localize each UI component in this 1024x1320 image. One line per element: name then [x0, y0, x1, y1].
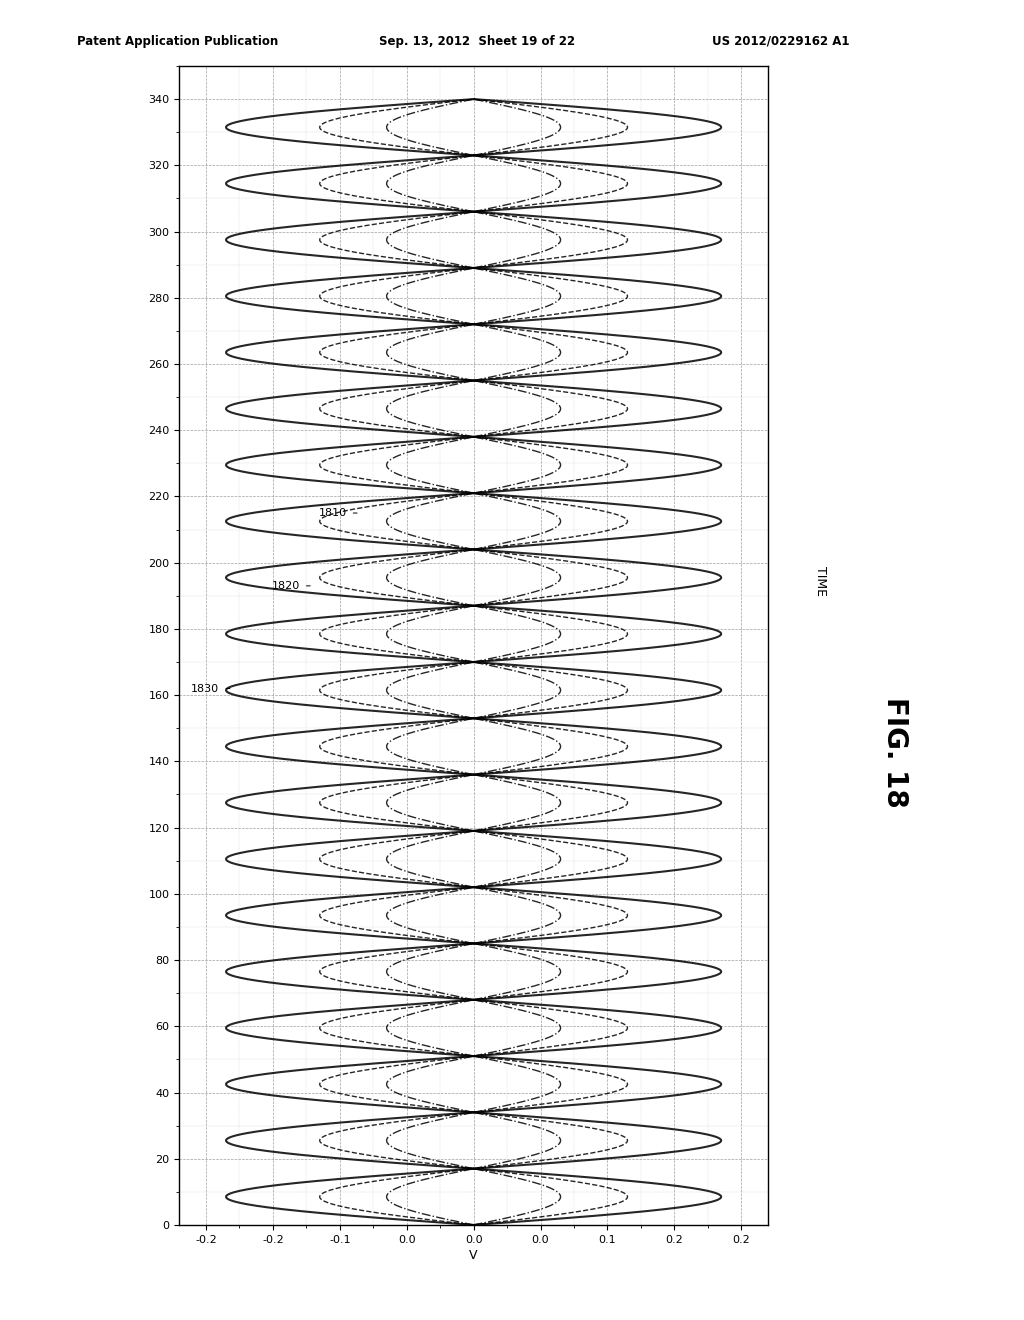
Text: TIME: TIME	[814, 566, 827, 595]
Text: 1810: 1810	[318, 508, 346, 517]
Text: US 2012/0229162 A1: US 2012/0229162 A1	[712, 34, 849, 48]
X-axis label: V: V	[469, 1249, 478, 1262]
Text: Sep. 13, 2012  Sheet 19 of 22: Sep. 13, 2012 Sheet 19 of 22	[379, 34, 575, 48]
Text: FIG. 18: FIG. 18	[881, 697, 908, 808]
Text: Patent Application Publication: Patent Application Publication	[77, 34, 279, 48]
Text: 1830: 1830	[191, 684, 219, 693]
Text: 1820: 1820	[271, 581, 300, 591]
